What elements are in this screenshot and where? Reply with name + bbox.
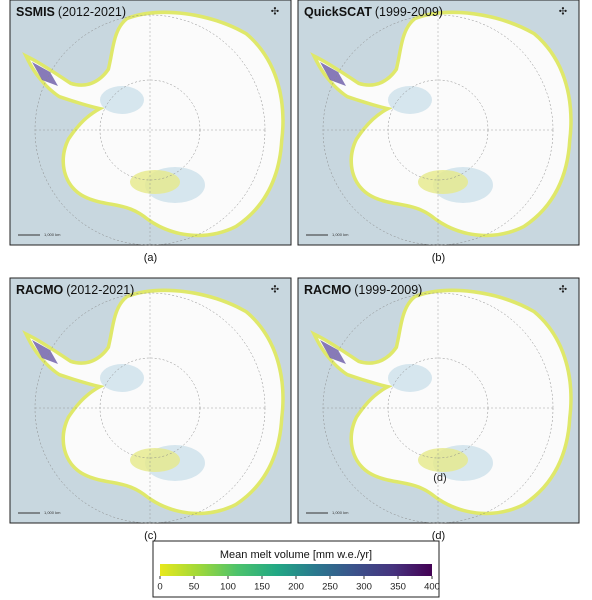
colorbar-tick-label: 150	[254, 582, 270, 593]
colorbar-label: Mean melt volume [mm w.e./yr]	[220, 549, 372, 561]
ice-shelf	[388, 86, 432, 114]
panel-name: RACMO	[304, 283, 351, 297]
colorbar-tick-label: 300	[356, 582, 372, 593]
scale-label: 1,000 km	[332, 510, 349, 515]
melt-zone	[130, 170, 180, 194]
colorbar	[160, 564, 432, 576]
north-arrow: ✣	[271, 7, 279, 18]
map-panel: QuickSCAT (1999-2009) ✣ 1,000 km	[297, 0, 580, 246]
panel-period: (1999-2009)	[354, 283, 422, 297]
map-panel: RACMO (1999-2009) ✣ 1,000 km (d)	[297, 277, 580, 524]
panel-title: QuickSCAT (1999-2009)	[304, 5, 443, 19]
panel-period: (1999-2009)	[375, 5, 443, 19]
panel-caption: (c)	[144, 530, 157, 542]
colorbar-tick-label: 200	[288, 582, 304, 593]
melt-zone	[130, 448, 180, 472]
panel-period: (2012-2021)	[58, 5, 126, 19]
colorbar-tick-label: 250	[322, 582, 338, 593]
panel-title: RACMO (1999-2009)	[304, 283, 422, 297]
peninsula-melt	[32, 62, 58, 86]
panel-name: QuickSCAT	[304, 5, 372, 19]
melt-zone	[418, 170, 468, 194]
ice-shelf	[100, 86, 144, 114]
scale-label: 1,000 km	[44, 510, 61, 515]
panel-title: RACMO (2012-2021)	[16, 283, 134, 297]
panel-caption: (b)	[432, 252, 445, 264]
scale-label: 1,000 km	[332, 232, 349, 237]
panel-caption: (d)	[432, 530, 445, 542]
ice-shelf	[388, 364, 432, 392]
colorbar-tick-label: 350	[390, 582, 406, 593]
panel-period: (2012-2021)	[66, 283, 134, 297]
north-arrow: ✣	[559, 285, 567, 296]
panel-name: RACMO	[16, 283, 63, 297]
panel-caption: (a)	[144, 252, 157, 264]
map-panel: RACMO (2012-2021) ✣ 1,000 km	[9, 277, 292, 524]
colorbar-tick-label: 0	[157, 582, 162, 593]
ice-shelf	[100, 364, 144, 392]
north-arrow: ✣	[559, 7, 567, 18]
inner-label: (d)	[433, 472, 446, 484]
panel-name: SSMIS	[16, 5, 55, 19]
colorbar-tick-label: 50	[189, 582, 200, 593]
map-panel: SSMIS (2012-2021) ✣ 1,000 km	[9, 0, 292, 246]
melt-zone	[418, 448, 468, 472]
peninsula-melt	[32, 340, 58, 364]
colorbar-tick-label: 100	[220, 582, 236, 593]
peninsula-melt	[320, 62, 346, 86]
colorbar-tick-label: 400	[424, 582, 440, 593]
north-arrow: ✣	[271, 285, 279, 296]
scale-label: 1,000 km	[44, 232, 61, 237]
panel-title: SSMIS (2012-2021)	[16, 5, 126, 19]
peninsula-melt	[320, 340, 346, 364]
